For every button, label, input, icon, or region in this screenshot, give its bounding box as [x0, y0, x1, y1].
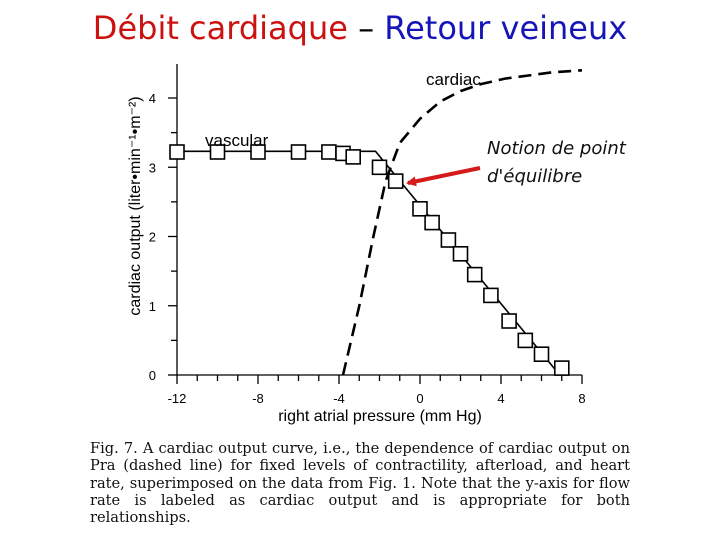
y-tick-label: 1 [149, 299, 156, 314]
y-tick-label: 0 [149, 368, 156, 383]
data-point-vascular [553, 360, 570, 376]
data-point-vascular [169, 144, 185, 160]
series-label-cardiac: cardiac [426, 70, 481, 89]
x-tick-label: 4 [497, 391, 504, 406]
data-point-vascular [321, 144, 337, 160]
axes: -12 -8 -4 0 4 8 0 1 2 3 4 [149, 64, 586, 406]
series-line-cardiac [341, 69, 583, 376]
x-tick-label: -8 [252, 391, 264, 406]
x-axis-title: right atrial pressure (mm Hg) [278, 408, 482, 425]
series-lines [177, 69, 583, 376]
y-tick-label: 2 [149, 230, 156, 245]
y-tick-label: 4 [149, 91, 156, 106]
data-point-vascular [501, 313, 517, 329]
y-axis-title: cardiac output (liter•min⁻¹•m⁻²) [127, 96, 144, 315]
annotation-line2: d'équilibre [487, 166, 582, 187]
data-point-vascular [440, 232, 457, 248]
y-tick-label: 3 [149, 160, 156, 175]
data-point-vascular [533, 346, 550, 363]
annotation-arrow [406, 166, 481, 187]
annotation-line1: Notion de point [487, 138, 627, 159]
cardiac-output-chart: -12 -8 -4 0 4 8 0 1 2 3 4 right atrial pressure (m… [127, 64, 627, 425]
figure-caption: Fig. 7. A cardiac output curve, i.e., th… [90, 440, 630, 527]
series-label-vascular: vascular [205, 131, 269, 150]
data-point-vascular [290, 144, 307, 160]
x-tick-label: -12 [168, 391, 187, 406]
x-tick-label: 8 [578, 391, 585, 406]
data-point-vascular [387, 173, 404, 189]
data-point-vascular [424, 214, 440, 231]
x-tick-label: -4 [333, 391, 345, 406]
data-point-vascular [371, 159, 388, 176]
data-point-vascular [250, 144, 266, 160]
x-tick-label: 0 [416, 391, 423, 406]
slide-title-part2: Retour veineux [384, 9, 628, 47]
data-point-vascular [209, 144, 226, 160]
data-point-vascular [345, 149, 362, 165]
data-point-vascular [517, 332, 534, 349]
slide-title: Débit cardiaque – Retour veineux [0, 6, 720, 50]
slide-title-part1: Débit cardiaque [92, 9, 348, 47]
data-point-vascular [483, 287, 499, 304]
slide-title-dash: – [347, 9, 385, 47]
data-point-vascular [466, 266, 483, 283]
data-point-vascular [412, 201, 428, 217]
data-markers [169, 144, 570, 376]
data-point-vascular [452, 246, 469, 262]
